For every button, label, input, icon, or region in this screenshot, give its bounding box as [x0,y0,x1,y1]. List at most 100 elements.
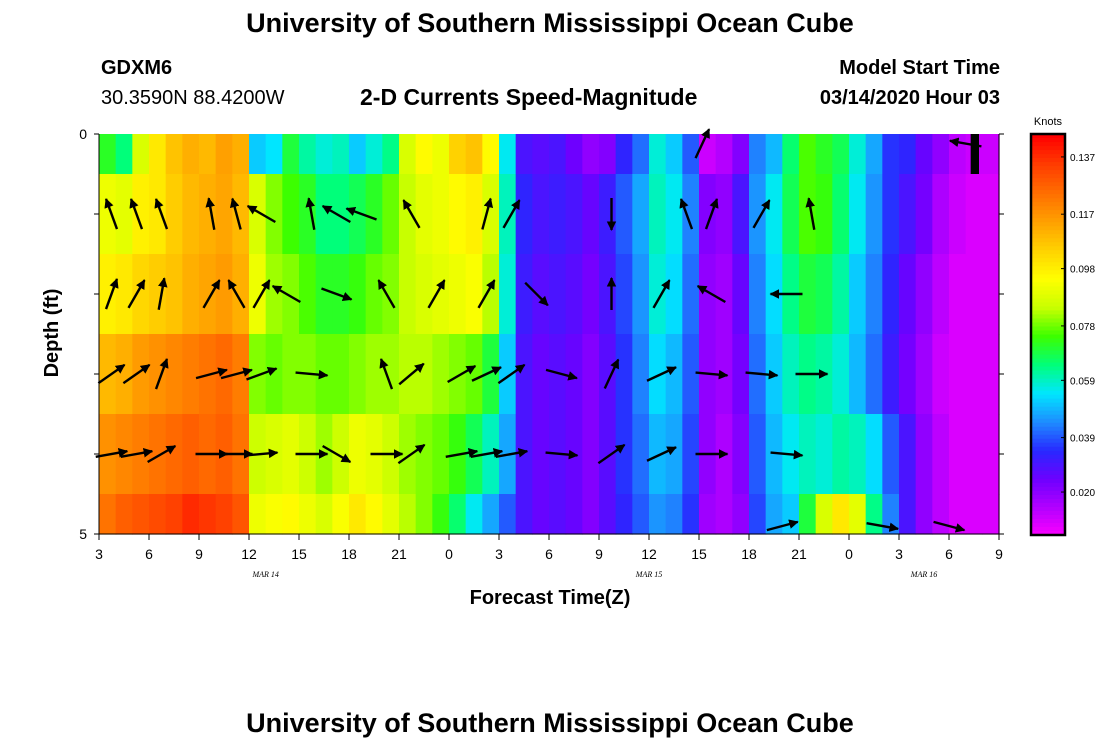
current-vector-arrow [127,279,146,309]
heatmap-cell [582,134,600,175]
colorbar-swatch [1031,278,1065,283]
heatmap-cell [549,174,567,255]
heatmap-cell [432,254,450,335]
heatmap-cell [182,414,200,495]
current-vector-arrow [157,277,168,310]
colorbar-swatch [1031,526,1065,532]
heatmap-cell [932,254,950,335]
heatmap-cell [832,494,850,535]
heatmap-cell [732,134,750,175]
heatmap-cell [899,414,917,495]
heatmap-cell [982,254,1000,335]
current-vector-arrow [866,522,900,533]
heatmap-cell [932,174,950,255]
heatmap-cell [649,414,667,495]
heatmap-cell [415,134,433,175]
heatmap-cell [882,414,900,495]
heatmap-cell [615,334,633,415]
heatmap-cell [499,134,517,175]
x-axis-label: Forecast Time(Z) [470,587,631,609]
heatmap-cell [515,414,533,495]
current-vector-arrow [97,363,126,385]
colorbar-tick-label: 0.137 [1070,153,1095,164]
heatmap-cell [115,134,133,175]
heatmap-cell [715,174,733,255]
colorbar-swatch [1031,382,1065,388]
heatmap-cell [449,334,467,415]
heatmap-cell [132,134,150,175]
current-vector-arrow [295,369,329,380]
current-vector-arrow [545,368,578,381]
heatmap-cell [849,254,867,335]
current-vector-arrow [379,358,394,390]
colorbar-swatch [1031,262,1065,267]
current-vector-arrow [220,367,253,380]
heatmap-cell [682,254,700,335]
colorbar-swatch [1031,170,1065,175]
heatmap-cell [515,174,533,255]
heatmap-cell [782,334,800,415]
heatmap-cell [749,254,767,335]
heatmap-cell [265,254,283,335]
current-vector-arrow [497,363,526,385]
heatmap-cell [465,494,483,535]
heatmap-cell [782,494,800,535]
current-vector-arrow [447,364,477,384]
heatmap-cell [449,494,467,535]
heatmap-cell [549,494,567,535]
heatmap-cell [932,134,950,175]
heatmap-cell [865,174,883,255]
heatmap-cell [949,174,967,255]
x-tick-label: 0 [445,546,453,562]
heatmap-cell [99,174,117,255]
current-vectors [95,128,982,533]
colorbar-swatch [1031,362,1065,368]
colorbar-swatch [1031,378,1065,384]
heatmap-cell [649,174,667,255]
current-vector-arrow [305,197,316,230]
heatmap-cell [965,174,983,255]
colorbar-swatch [1031,222,1065,227]
heatmap-cell [232,134,250,175]
colorbar-swatch [1031,366,1065,372]
x-tick-label: 3 [495,546,503,562]
heatmap-cell [149,174,167,255]
heatmap-cell [499,254,517,335]
colorbar-swatch [1031,450,1065,456]
current-vector-arrow [154,198,169,230]
colorbar-swatch [1031,518,1065,524]
colorbar-swatch [1031,506,1065,512]
x-tick-label: 12 [641,546,657,562]
heatmap-cell [699,134,717,175]
heatmap-cell [199,134,217,175]
heatmap-cell [815,494,833,535]
current-vector-arrow [471,366,502,382]
colorbar-swatch [1031,322,1065,328]
colorbar-tick-label: 0.039 [1070,434,1095,445]
heatmap-cell [899,254,917,335]
heatmap-cell [649,134,667,175]
heatmap-cell [965,254,983,335]
heatmap-cell [549,254,567,335]
heatmap-cell [115,494,133,535]
heatmap-cell [749,494,767,535]
heatmap-cell [532,174,550,255]
heatmap-cell [215,254,233,335]
heatmap-cell [915,134,933,175]
current-vector-arrow [147,444,177,464]
colorbar-swatch [1031,486,1065,492]
heatmap-cell [632,254,650,335]
heatmap-cell [365,134,383,175]
colorbar-swatch [1031,226,1065,231]
heatmap-cell [249,134,267,175]
x-tick-label: 9 [595,546,603,562]
heatmap-cell [349,334,367,415]
colorbar-swatch [1031,182,1065,187]
heatmap-cell [799,494,817,535]
heatmap-cell [165,134,183,175]
current-vector-arrow [427,279,446,309]
heatmap-cell [282,414,300,495]
heatmap-cell [465,254,483,335]
heatmap-cell [165,334,183,415]
x-tick-label: 6 [145,546,153,562]
